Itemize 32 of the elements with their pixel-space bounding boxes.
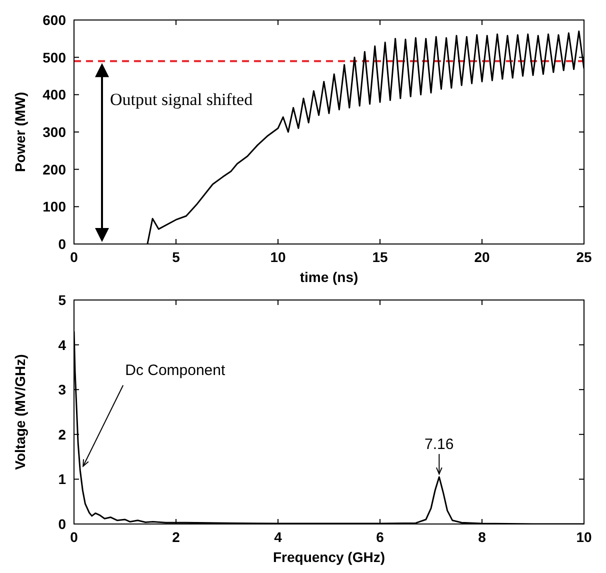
x-tick-label: 5 bbox=[172, 248, 180, 265]
x-tick-label: 15 bbox=[372, 248, 388, 265]
y-tick-label: 3 bbox=[58, 382, 66, 398]
x-axis-title: time (ns) bbox=[300, 269, 358, 285]
y-tick-label: 0 bbox=[58, 516, 66, 532]
x-tick-label: 20 bbox=[474, 248, 490, 265]
y-tick-label: 4 bbox=[58, 336, 66, 353]
y-tick-label: 5 bbox=[58, 292, 66, 308]
annotation: Output signal shifted bbox=[110, 90, 254, 110]
y-tick-label: 400 bbox=[42, 86, 66, 103]
x-tick-label: 25 bbox=[576, 248, 592, 265]
x-tick-label: 2 bbox=[172, 528, 180, 545]
y-tick-label: 200 bbox=[42, 161, 66, 178]
y-tick-label: 0 bbox=[58, 236, 66, 252]
y-tick-label: 2 bbox=[58, 426, 66, 442]
x-tick-label: 0 bbox=[70, 528, 78, 545]
x-tick-label: 0 bbox=[70, 248, 78, 265]
annotation: Dc Component bbox=[125, 362, 226, 380]
x-axis-title: Frequency (GHz) bbox=[272, 549, 386, 565]
x-tick-label: 4 bbox=[274, 528, 282, 545]
y-tick-label: 100 bbox=[42, 198, 66, 215]
annotation: 7.16 bbox=[424, 436, 454, 453]
x-tick-label: 10 bbox=[576, 528, 592, 545]
y-axis-title: Voltage (MV/GHz) bbox=[12, 354, 28, 470]
y-tick-label: 300 bbox=[42, 124, 66, 140]
y-tick-label: 500 bbox=[42, 49, 66, 66]
x-tick-label: 6 bbox=[376, 528, 384, 545]
y-tick-label: 600 bbox=[42, 12, 66, 28]
x-tick-label: 10 bbox=[270, 248, 286, 265]
y-tick-label: 1 bbox=[58, 471, 66, 488]
x-tick-label: 8 bbox=[478, 528, 486, 545]
y-axis-title: Power (MW) bbox=[12, 92, 28, 172]
